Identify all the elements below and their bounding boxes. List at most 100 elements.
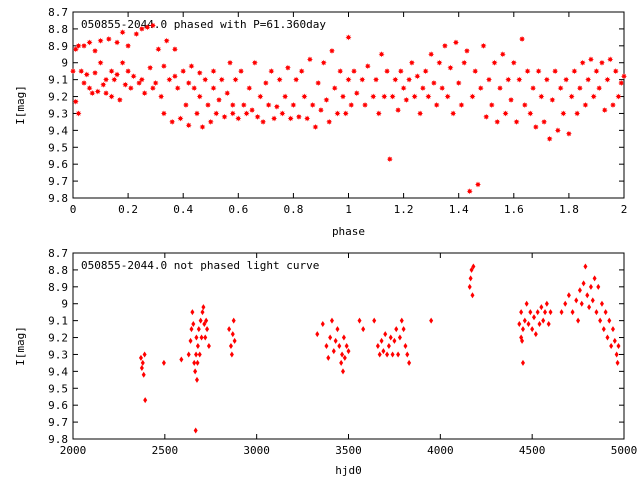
phased-data-point [414,73,421,80]
phased-x-axis-label: phase [332,225,365,238]
phased-data-point [202,76,209,83]
unphased-data-point [341,334,346,341]
unphased-data-point [340,368,345,375]
phased-data-point [119,59,126,66]
unphased-data-point [232,337,237,344]
phased-x-tick-label: 0.6 [228,203,248,216]
phased-data-point [422,68,429,75]
phased-data-point [196,93,203,100]
phased-data-point [543,76,550,83]
phased-data-point [114,39,121,46]
phased-data-point [312,123,319,130]
phased-data-point [598,59,605,66]
phased-data-point [497,85,504,92]
phased-data-point [251,59,258,66]
phased-data-point [395,107,402,114]
unphased-data-point [520,359,525,366]
phased-data-point [94,88,101,95]
phased-data-point [621,73,627,80]
unphased-data-point [603,309,608,316]
phased-data-point [362,102,369,108]
unphased-data-point [194,334,199,341]
unphased-data-point [577,287,582,294]
unphased-data-point [186,351,191,358]
phased-data-point [111,76,118,83]
unphased-data-point [396,351,401,358]
phased-data-point [304,115,311,122]
phased-data-point [97,59,104,66]
unphased-data-point [379,337,384,344]
unphased-y-tick-label: 9.3 [48,348,68,361]
phased-data-point [466,188,473,195]
phased-data-point [323,96,330,103]
unphased-data-point [320,321,325,328]
phased-data-point [417,110,424,117]
phased-data-point [210,68,217,75]
phased-data-points [70,22,627,195]
unphased-data-point [141,371,146,378]
unphased-data-point [524,300,529,307]
phased-data-point [158,93,165,100]
unphased-data-point [594,309,599,316]
unphased-data-point [194,351,199,358]
unphased-y-tick-label: 8.8 [48,264,68,277]
unphased-data-point [197,351,202,358]
phased-data-point [458,102,465,108]
phased-y-tick-label: 9.5 [48,141,68,154]
phased-x-tick-label: 2 [621,203,628,216]
phased-data-point [171,46,178,53]
unphased-data-point [583,263,588,270]
phased-x-tick-label: 0.2 [118,203,138,216]
unphased-x-tick-label: 3000 [243,444,270,457]
unphased-data-point [609,343,614,349]
phased-data-point [339,93,346,100]
unphased-data-point [190,309,195,316]
unphased-y-axis-label: I[mag] [14,326,27,366]
phased-panel: 050855-2044.0 phased with P=61.360day ph… [14,6,627,238]
phased-data-point [513,118,520,125]
phased-data-point [430,80,437,87]
unphased-data-point [612,337,617,344]
phased-data-point [461,59,468,66]
phased-data-point [315,80,322,87]
unphased-x-tick-label: 3500 [335,444,362,457]
phased-axis-ticks: 0 0.2 0.4 0.6 0.8 1 1.2 1.4 1.6 1.8 2 8.7 8.8 8.9 9 9.1… [48,6,627,216]
phased-data-point [516,76,523,83]
unphased-data-point [143,397,148,404]
phased-data-point [450,110,457,117]
phased-data-point [229,102,236,108]
phased-data-point [207,118,214,125]
phased-y-tick-label: 9.4 [48,124,68,137]
unphased-data-point [205,326,210,333]
unphased-data-point [206,343,211,349]
unphased-data-point [397,334,402,341]
phased-data-point [301,93,308,100]
phased-data-point [538,93,545,100]
phased-data-point [331,85,338,92]
phased-y-tick-label: 9.6 [48,158,68,171]
unphased-data-point [585,292,590,299]
phased-data-point [279,110,286,117]
phased-data-point [585,76,592,83]
phased-data-point [196,69,203,76]
phased-data-point [216,96,223,103]
phased-data-point [180,68,187,75]
unphased-data-point [195,343,200,349]
unphased-data-point [383,331,388,338]
unphased-data-point [337,343,342,349]
phased-data-point [119,29,126,36]
phased-data-point [205,102,211,108]
phased-data-point [615,93,622,100]
phased-data-point [535,68,542,75]
phased-data-point [185,122,192,129]
phased-data-point [604,76,611,83]
phased-data-point [519,36,526,43]
unphased-y-tick-label: 9.7 [48,416,68,429]
phased-data-point [127,85,134,92]
phased-data-point [169,118,176,125]
phased-data-point [240,102,247,108]
unphased-data-point [198,317,203,324]
unphased-data-point [390,351,395,358]
unphased-data-point [194,376,199,383]
